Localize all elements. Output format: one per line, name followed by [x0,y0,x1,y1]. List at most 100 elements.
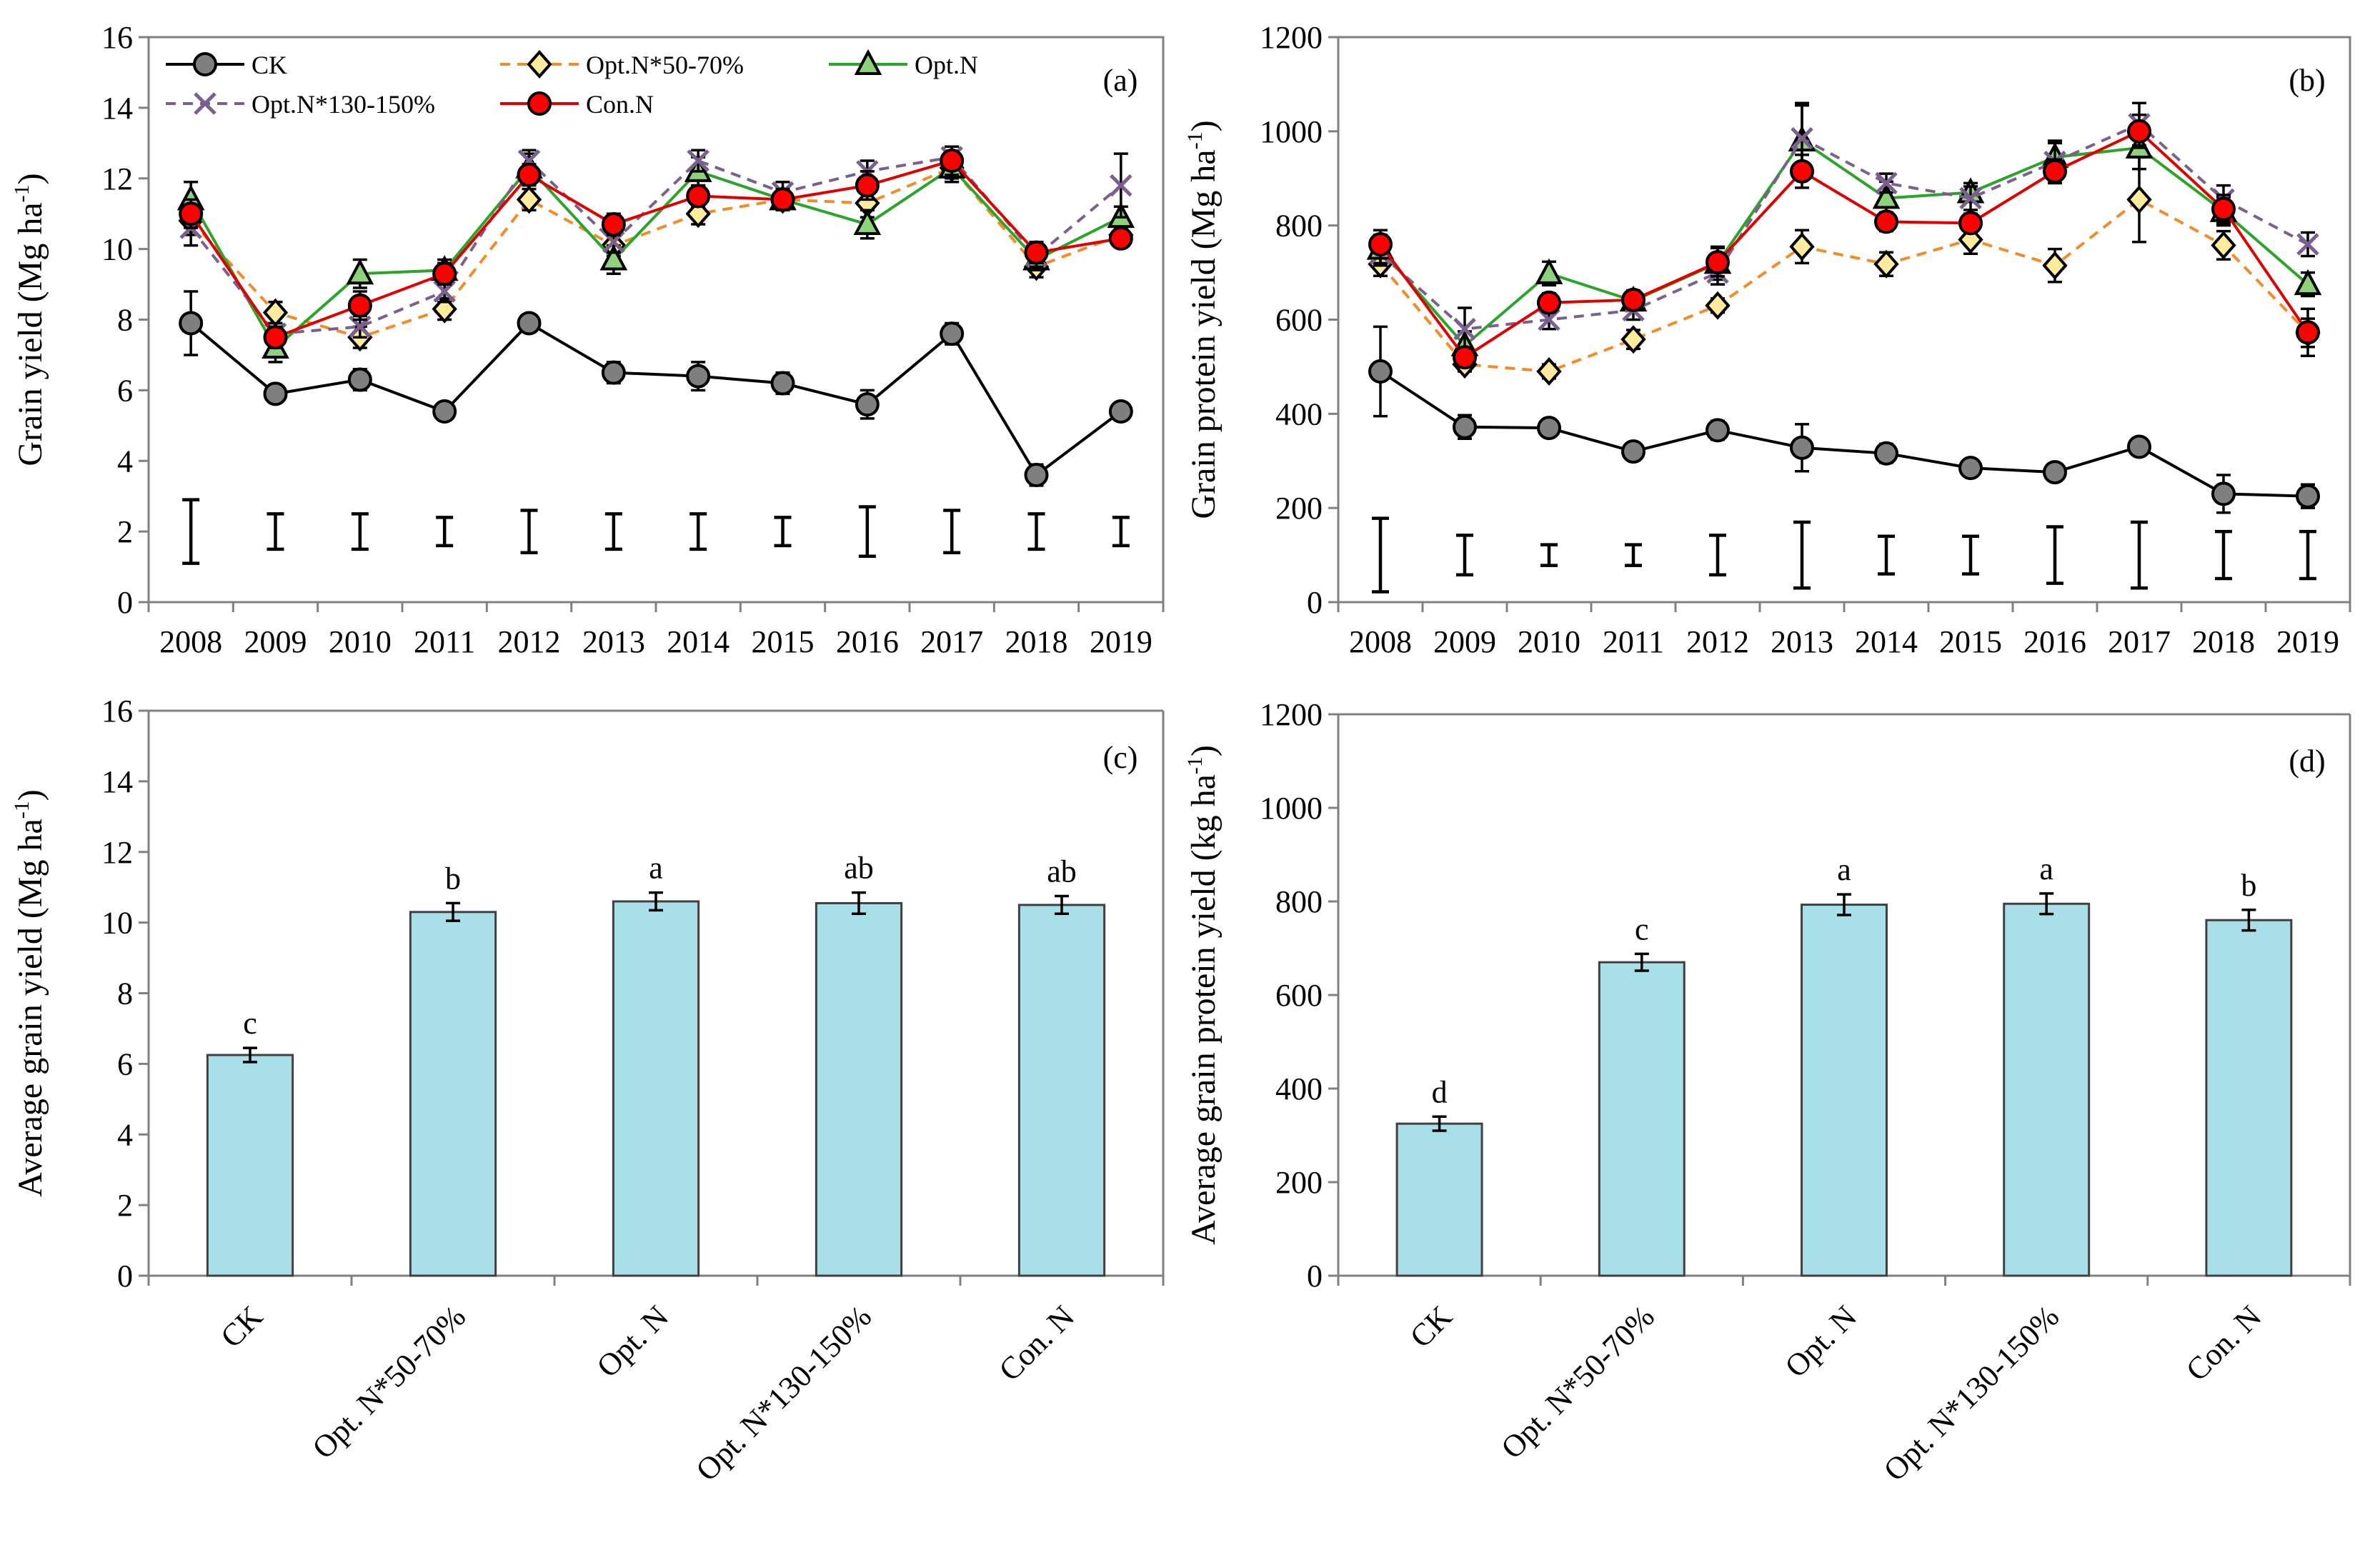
d-bar-errorbar [1837,893,1851,916]
b-con-point [1537,290,1561,315]
b-high-point [1453,317,1476,341]
b-con-point [2043,159,2067,184]
c-bar [206,1054,294,1277]
b-ck-point [2296,484,2320,509]
a-lsd-bar [267,512,284,551]
d-significance-letter: b [2241,868,2256,903]
c-panel-label: (c) [1103,740,1138,775]
b-con-point [2296,320,2320,345]
a-xtick-label: 2015 [752,624,815,659]
c-xtick-label: Opt. N*50-70% [306,1299,472,1465]
d-bar-errorbar [2039,892,2054,916]
legend: CK Opt.N*50-70% Opt.N Opt.N*130-150% Con.N [166,49,978,119]
legend-item-ck: CK [166,51,287,79]
a-ytick-label: 6 [117,373,133,408]
a-xtick-label: 2010 [329,624,392,659]
a-series-ck [179,290,1133,488]
b-ck-point [1958,456,1983,481]
a-ytick-label: 12 [101,161,133,196]
panel-b: 0 200 400 600 800 1000 1200 2008 2009 2010 2011 201… [1183,20,2351,659]
legend-item-opt: Opt.N [829,49,978,79]
b-low-point [1536,356,1562,386]
a-lsd-bar [1112,516,1130,548]
c-bar-errorbar [852,891,866,916]
a-ytick-label: 10 [101,232,133,267]
a-series-con [179,145,1133,350]
a-xtick-label: 2012 [498,624,561,659]
b-lsd-bar [2299,529,2316,581]
b-ck-point [1621,439,1645,464]
d-bar [2205,919,2293,1277]
a-ytick-label: 16 [101,20,133,55]
c-xtick-label: Con. N [992,1299,1082,1388]
b-xtick-label: 2009 [1433,624,1496,659]
b-opt-point [2294,269,2322,296]
b-ytick-label: 1000 [1260,114,1323,149]
a-xtick-label: 2017 [920,624,983,659]
a-xtick-label: 2009 [244,624,307,659]
a-lsd-bar [1027,512,1045,551]
c-ytick-label: 14 [101,764,133,799]
a-ck-point [179,311,204,336]
a-ck-point [770,371,795,396]
b-high-point [1791,126,1813,150]
b-xtick-label: 2014 [1855,624,1918,659]
d-bar [1801,904,1888,1277]
b-low-line [1379,198,2309,374]
a-xtick-label: 2013 [582,624,645,659]
c-bar-errorbar [243,1046,257,1064]
b-series-low [1368,156,2321,386]
a-con-point [686,184,711,209]
d-ytick-label: 200 [1275,1165,1323,1200]
b-ck-point [1874,441,1898,466]
b-series-ck [1368,325,2320,514]
a-plot-frame [147,36,1165,604]
d-panel-label: (d) [2289,744,2325,779]
legend-label: Opt.N*50-70% [586,51,744,79]
a-low-point [516,185,542,214]
a-con-point [940,149,965,174]
b-low-point [2211,231,2236,260]
b-con-line [1379,129,2309,359]
b-xtick-label: 2010 [1518,624,1580,659]
b-low-point [1873,249,1899,279]
c-xtick-label: Opt. N*130-150% [689,1299,879,1488]
b-ck-point [1706,418,1730,443]
b-ck-point [2043,460,2067,485]
legend-swatch-marker [527,49,552,79]
b-lsd-bar [1878,534,1895,576]
panel-c: 0 2 4 6 8 10 12 14 16 c b a ab ab CK Opt. N*50-70% Opt. … [10,694,1165,1488]
b-ck-line [1379,370,2309,498]
d-ytick-label: 400 [1275,1071,1323,1106]
b-con-point [1368,232,1393,257]
b-lsd-bar [1709,534,1726,577]
a-ytick-label: 4 [117,444,133,479]
a-con-point [347,293,372,318]
d-ytick-label: 0 [1307,1259,1323,1294]
b-ytick-label: 1200 [1260,20,1323,55]
d-bar [1395,1122,1483,1277]
d-bar [1598,961,1686,1277]
b-high-point [1959,186,1982,210]
d-xtick-label: Opt. N [1778,1299,1863,1384]
b-xtick-label: 2011 [1603,624,1664,659]
b-low-point [1789,232,1815,261]
d-ytick-label: 1200 [1260,697,1323,732]
b-ck-point [1537,416,1561,441]
c-significance-letter: a [649,851,663,886]
a-con-point [770,187,795,212]
b-ytick-label: 0 [1307,585,1323,620]
legend-item-con: Con.N [500,90,654,119]
a-opt-point [853,209,882,236]
c-ytick-label: 12 [101,835,133,870]
c-ytick-label: 10 [101,906,133,941]
b-lsd-bar [1793,520,1811,590]
a-xtick-label: 2011 [414,624,475,659]
b-lsd-bar [1456,534,1473,577]
a-con-point [1108,226,1133,251]
b-ylabel: Grain protein yield (Mg ha-1) [1183,120,1223,519]
b-lsd-bar [1625,543,1642,567]
a-ck-point [686,364,711,389]
b-xtick-label: 2015 [1939,624,2002,659]
